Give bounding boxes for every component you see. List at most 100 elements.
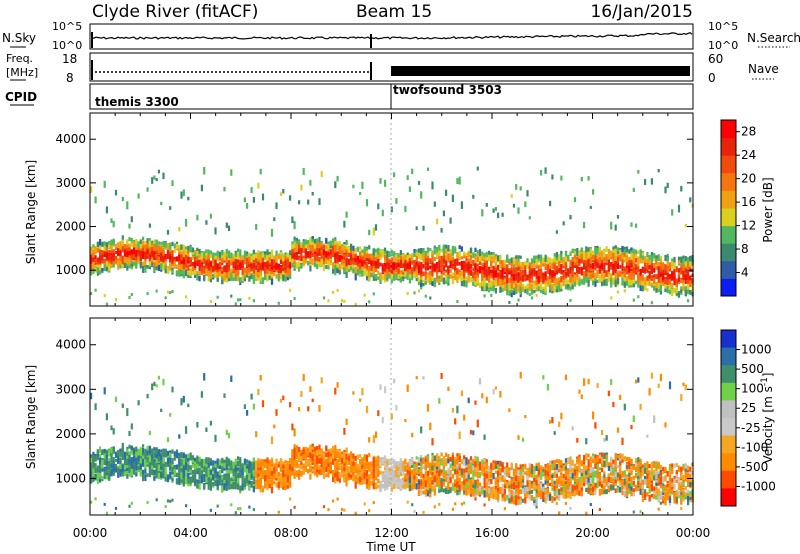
scatter-cell	[460, 276, 463, 282]
scatter-cell	[372, 270, 375, 275]
scatter-cell	[198, 271, 201, 276]
scatter-cell	[354, 253, 357, 258]
scatter-cell	[155, 245, 158, 251]
scatter-cell	[166, 243, 170, 250]
scatter-cell	[465, 255, 468, 259]
scatter-cell	[322, 249, 326, 254]
scatter-cell	[422, 271, 425, 276]
scatter-cell	[578, 278, 581, 283]
scatter-cell	[612, 268, 615, 275]
scatter-cell	[440, 256, 443, 262]
scatter-cell	[126, 251, 129, 257]
scatter-cell	[173, 454, 176, 461]
scatter-cell	[585, 272, 588, 277]
scatter-cell	[114, 244, 118, 248]
scatter-cell	[291, 241, 294, 246]
scatter-cell	[194, 257, 197, 265]
scatter-cell	[535, 265, 538, 269]
scatter-cell	[298, 248, 301, 254]
scatter-cell	[469, 255, 473, 260]
scatter-cell	[162, 248, 165, 256]
power-colorbar-cell	[721, 155, 736, 174]
power-colorbar-tick-label: 8	[741, 242, 749, 256]
scatter-cell	[194, 250, 197, 254]
scatter-cell	[623, 249, 626, 254]
scatter-cell	[501, 275, 504, 282]
scatter-cell	[90, 262, 93, 270]
scatter-cell	[336, 251, 339, 255]
scatter-cell	[517, 257, 520, 262]
scatter-cell	[546, 280, 549, 285]
scatter-cell	[309, 245, 312, 252]
scatter-cell	[162, 242, 165, 248]
scatter-cell-far	[110, 218, 113, 223]
scatter-cell	[393, 263, 396, 271]
scatter-cell-far	[635, 223, 638, 228]
scatter-cell	[467, 261, 470, 269]
scatter-cell	[537, 258, 540, 264]
scatter-cell	[182, 458, 185, 465]
scatter-cell	[133, 248, 136, 255]
scatter-cell	[225, 266, 228, 273]
scatter-cell	[194, 457, 197, 462]
scatter-cell	[555, 283, 558, 287]
scatter-cell	[596, 272, 599, 279]
scatter-cell	[223, 255, 226, 261]
scatter-cell-far	[255, 223, 258, 230]
scatter-cell	[279, 275, 283, 280]
scatter-cell	[546, 256, 549, 262]
scatter-cell-near	[164, 505, 167, 509]
scatter-cell	[628, 280, 631, 285]
scatter-cell	[311, 260, 314, 265]
scatter-cell	[171, 471, 174, 475]
scatter-cell	[601, 257, 604, 264]
scatter-cell	[365, 270, 369, 276]
scatter-cell	[336, 243, 339, 250]
scatter-cell	[472, 267, 475, 272]
scatter-cell	[352, 260, 355, 266]
scatter-cell	[123, 458, 127, 462]
scatter-cell	[463, 271, 466, 278]
scatter-cell	[142, 444, 145, 448]
scatter-cell	[440, 265, 443, 271]
scatter-cell	[332, 238, 335, 244]
scatter-cell	[377, 270, 380, 276]
scatter-cell-near	[252, 299, 255, 303]
scatter-cell	[311, 236, 314, 240]
scatter-cell	[187, 477, 190, 484]
scatter-cell	[630, 264, 633, 268]
scatter-cell	[598, 256, 601, 264]
scatter-cell	[151, 470, 154, 476]
scatter-cell	[451, 259, 454, 265]
scatter-cell	[196, 271, 199, 275]
power-colorbar-frame	[720, 119, 737, 297]
scatter-cell	[673, 268, 676, 275]
scatter-cell-far	[259, 168, 262, 175]
scatter-cell-far	[105, 413, 108, 421]
scatter-cell-far	[187, 196, 190, 201]
scatter-cell	[325, 258, 328, 265]
scatter-cell	[456, 259, 459, 264]
scatter-cell	[433, 257, 436, 261]
scatter-cell	[408, 259, 411, 264]
scatter-cell	[623, 271, 626, 278]
scatter-cell	[121, 469, 124, 477]
scatter-cell	[573, 274, 577, 282]
scatter-cell	[506, 257, 509, 264]
scatter-cell	[406, 269, 409, 273]
scatter-cell	[583, 274, 586, 281]
scatter-cell-far	[103, 180, 106, 188]
scatter-cell	[664, 254, 667, 262]
scatter-cell	[650, 252, 653, 256]
scatter-cell	[284, 271, 287, 276]
scatter-cell	[354, 257, 357, 262]
scatter-cell-far	[112, 221, 115, 228]
scatter-cell	[117, 468, 120, 474]
scatter-cell	[616, 278, 620, 285]
scatter-cell	[478, 267, 482, 274]
scatter-cell	[327, 263, 330, 270]
scatter-cell	[114, 451, 118, 456]
scatter-cell	[526, 274, 529, 280]
scatter-cell	[637, 277, 640, 283]
ytick-label: 4000	[55, 132, 86, 146]
